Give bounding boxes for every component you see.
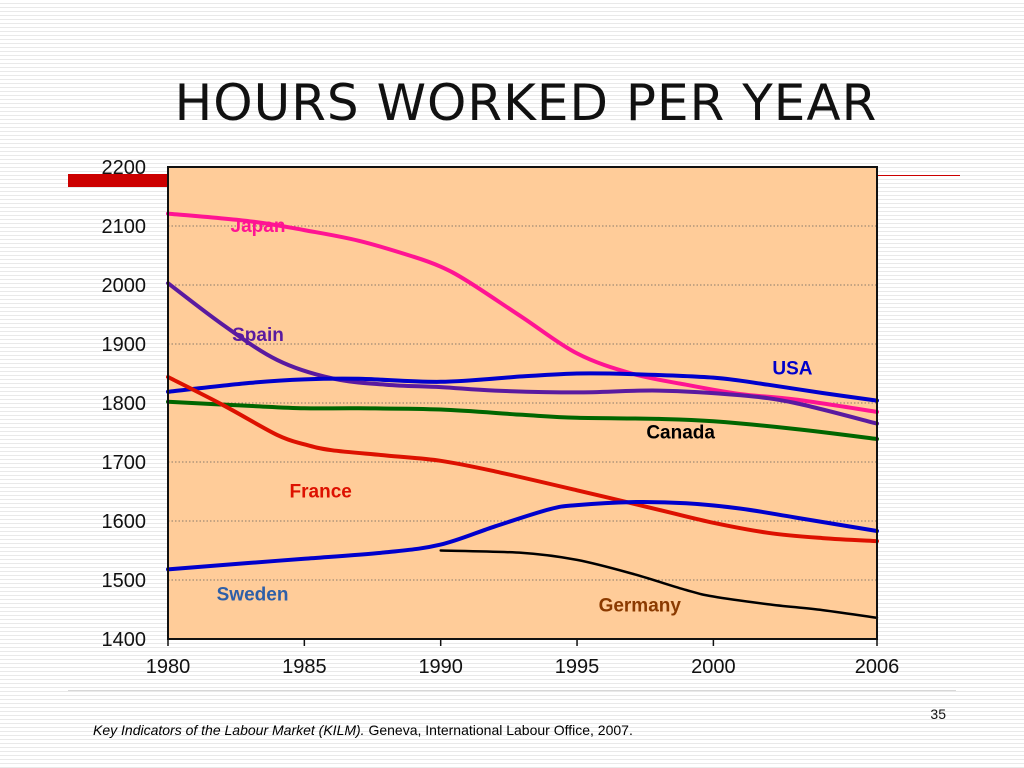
series-line-canada [166, 399, 879, 441]
series-line-france [166, 375, 879, 544]
y-tick-label-2100: 2100 [102, 216, 147, 238]
x-axis-tick-labels: 1980 1985 1990 1995 2000 2006 [146, 639, 900, 678]
x-tick-label-1995: 1995 [555, 656, 600, 678]
series-label-canada: Canada [646, 422, 715, 443]
slide-number: 35 [930, 706, 946, 722]
title-accent-bar [68, 174, 173, 187]
y-tick-label-1900: 1900 [102, 334, 147, 356]
y-tick-label-2000: 2000 [102, 275, 147, 297]
series-labels: Japan Spain USA Canada France Sweden Germany [217, 216, 813, 616]
y-tick-label-1700: 1700 [102, 452, 147, 474]
y-tick-label-1800: 1800 [102, 393, 147, 415]
y-tick-label-1400: 1400 [102, 629, 147, 651]
x-tick-label-1985: 1985 [282, 656, 327, 678]
footer-rule [68, 690, 956, 691]
citation-publisher: Geneva, International Labour Office, 200… [364, 722, 633, 738]
hours-worked-line-chart: 1400 1500 1600 1700 1800 1900 2000 2100 2200 198… [102, 157, 900, 678]
y-axis-tick-labels: 1400 1500 1600 1700 1800 1900 2000 2100 2200 [102, 157, 147, 651]
y-tick-label-1600: 1600 [102, 511, 147, 533]
y-tick-label-1500: 1500 [102, 570, 147, 592]
source-citation: Key Indicators of the Labour Market (KIL… [93, 722, 633, 738]
series-label-spain: Spain [232, 325, 284, 346]
series-label-japan: Japan [231, 216, 286, 237]
series-line-germany [439, 549, 879, 620]
x-tick-label-2000: 2000 [691, 656, 736, 678]
plot-frame [167, 166, 878, 640]
series-line-spain [166, 281, 879, 426]
series-label-usa: USA [772, 359, 812, 380]
grid-lines [168, 225, 877, 581]
slide-title: HOURS WORKED PER YEAR [174, 74, 878, 132]
series-label-germany: Germany [599, 595, 682, 616]
x-tick-label-2006: 2006 [855, 656, 900, 678]
series-label-france: France [290, 481, 352, 502]
x-tick-label-1990: 1990 [418, 656, 463, 678]
series-line-sweden [166, 500, 879, 572]
x-tick-label-1980: 1980 [146, 656, 191, 678]
series-line-usa [166, 371, 879, 403]
citation-title: Key Indicators of the Labour Market (KIL… [93, 722, 365, 738]
series-label-sweden: Sweden [217, 585, 289, 606]
y-tick-label-2200: 2200 [102, 157, 147, 179]
series-lines [166, 211, 879, 620]
